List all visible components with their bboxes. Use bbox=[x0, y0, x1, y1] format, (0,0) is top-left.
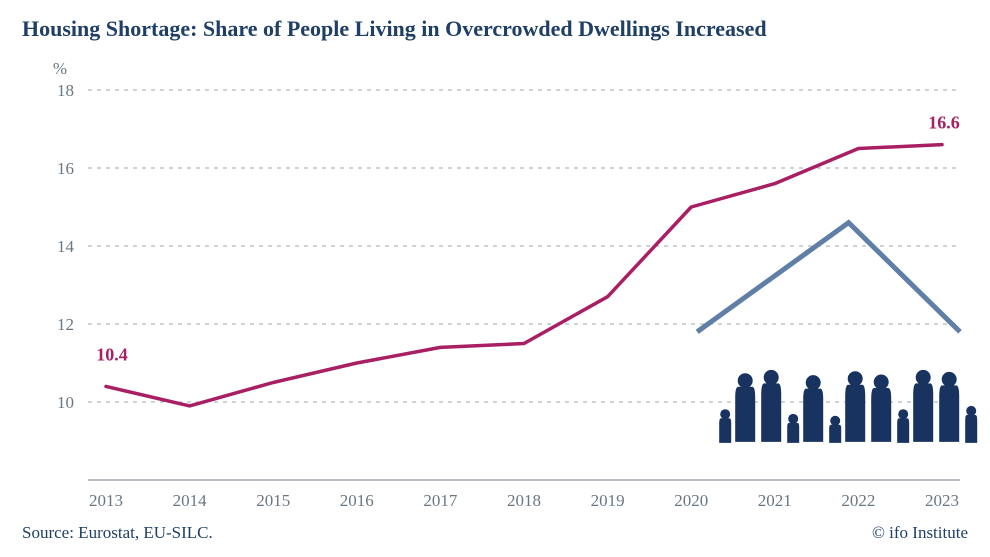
x-tick-label: 2022 bbox=[841, 491, 875, 510]
crowd-silhouette-icon bbox=[719, 370, 977, 443]
data-annotation: 16.6 bbox=[928, 113, 960, 133]
footer-credit: © ifo Institute bbox=[872, 523, 968, 543]
y-unit-label: % bbox=[53, 59, 67, 78]
y-tick-label: 16 bbox=[57, 159, 74, 178]
x-tick-label: 2018 bbox=[507, 491, 541, 510]
line-chart: 10 12 14 16 18% 2013 2014 2015 2016 2017 2018 2019 2… bbox=[0, 0, 990, 557]
chart-container: Housing Shortage: Share of People Living… bbox=[0, 0, 990, 557]
x-tick-label: 2020 bbox=[674, 491, 708, 510]
footer-source: Source: Eurostat, EU-SILC. bbox=[22, 523, 213, 543]
house-roof-icon bbox=[697, 223, 960, 332]
x-tick-label: 2016 bbox=[340, 491, 374, 510]
x-tick-label: 2021 bbox=[758, 491, 792, 510]
x-tick-label: 2015 bbox=[256, 491, 290, 510]
y-tick-label: 12 bbox=[57, 315, 74, 334]
x-tick-label: 2013 bbox=[89, 491, 123, 510]
data-annotation: 10.4 bbox=[96, 344, 128, 364]
x-tick-label: 2014 bbox=[173, 491, 208, 510]
y-tick-label: 10 bbox=[57, 393, 74, 412]
y-tick-label: 14 bbox=[57, 237, 75, 256]
x-tick-label: 2023 bbox=[925, 491, 959, 510]
y-tick-label: 18 bbox=[57, 81, 74, 100]
chart-title: Housing Shortage: Share of People Living… bbox=[22, 16, 767, 42]
x-tick-label: 2019 bbox=[591, 491, 625, 510]
data-line bbox=[106, 145, 942, 406]
x-tick-label: 2017 bbox=[423, 491, 458, 510]
